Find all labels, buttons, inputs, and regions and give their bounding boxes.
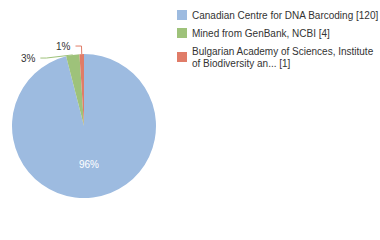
svg-text:96%: 96% — [79, 159, 99, 170]
svg-text:Mined from GenBank, NCBI [4]: Mined from GenBank, NCBI [4] — [192, 28, 330, 39]
svg-text:1%: 1% — [56, 41, 71, 52]
svg-text:Bulgarian Academy of Sciences,: Bulgarian Academy of Sciences, Institute — [192, 46, 376, 57]
svg-text:3%: 3% — [21, 53, 36, 64]
svg-text:Canadian Centre for DNA Barcod: Canadian Centre for DNA Barcoding [120] — [192, 10, 378, 21]
svg-text:of Biodiversity an... [1]: of Biodiversity an... [1] — [192, 58, 291, 69]
